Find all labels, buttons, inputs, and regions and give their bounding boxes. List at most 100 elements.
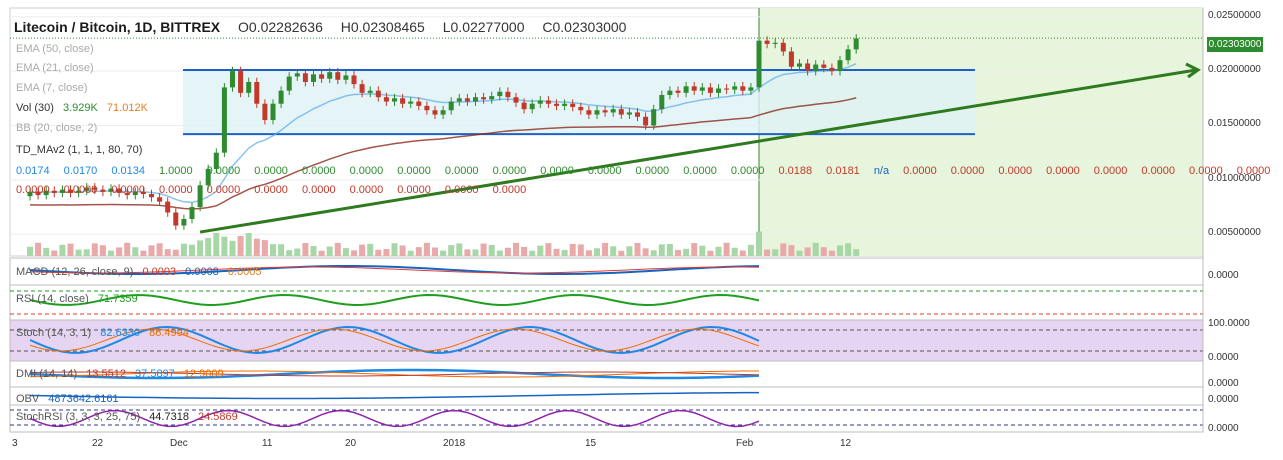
candle-body — [400, 98, 406, 104]
candle-body — [383, 97, 389, 102]
volume-bar — [367, 243, 374, 256]
candle-body — [132, 191, 138, 196]
macd-value-2: 0.0008 — [185, 266, 219, 278]
volume-bar — [577, 244, 584, 256]
candle-body — [367, 90, 373, 93]
rsi-line — [29, 294, 760, 306]
dmi-plus-line — [29, 368, 760, 380]
ema7-label[interactable]: EMA (7, close) — [16, 82, 88, 94]
candle-body — [76, 190, 82, 193]
symbol-title: Litecoin / Bitcoin, 1D, BITTREX — [14, 19, 221, 35]
volume-bar — [739, 250, 746, 256]
ema50-label[interactable]: EMA (50, close) — [16, 43, 94, 55]
volume-bar — [626, 246, 633, 256]
candle-body — [51, 190, 57, 193]
candle-body — [254, 81, 260, 104]
obv-pane — [9, 386, 1204, 406]
rsi-value: 71.7359 — [97, 293, 138, 305]
volume-bar — [480, 243, 487, 256]
candle-body — [578, 106, 584, 111]
candle-body — [618, 109, 624, 115]
vol-name: Vol (30) — [16, 102, 54, 114]
td-value: 0.0000 — [998, 165, 1033, 177]
volume-bar — [245, 233, 252, 256]
candle-body — [157, 197, 163, 202]
candle-body — [651, 109, 657, 126]
obv-label[interactable]: OBV 4873642.6161 — [16, 393, 125, 405]
volume-bar — [666, 243, 673, 256]
td-value: 0.0000 — [683, 165, 717, 177]
candle-body — [424, 105, 430, 111]
volume-bar — [650, 250, 657, 256]
candle-body — [302, 73, 308, 82]
rsi-label[interactable]: RSI (14, close) 71.7359 — [16, 293, 144, 305]
candle-body — [772, 42, 778, 44]
volume-bar — [391, 243, 398, 256]
time-axis-label: 11 — [262, 438, 273, 449]
volume-bar — [180, 243, 187, 256]
trendline-arrow — [1185, 62, 1201, 79]
volume-bar — [537, 245, 544, 256]
td-value: 0.0000 — [16, 184, 50, 196]
volume-bar — [286, 250, 293, 256]
candle-body — [327, 72, 333, 79]
bb-label[interactable]: BB (20, close, 2) — [16, 122, 98, 134]
td-value: 0.0181 — [826, 165, 860, 177]
candle-body — [545, 100, 551, 104]
stoch-pane — [9, 319, 1204, 362]
volume-bar — [326, 246, 333, 256]
volume-bar — [140, 250, 147, 256]
volume-bar — [294, 248, 301, 256]
volume-bar — [229, 240, 236, 256]
candle-body — [262, 103, 268, 121]
td-label[interactable]: TD_MAv2 (1, 1, 1, 80, 70) — [16, 144, 143, 156]
candle-body — [456, 98, 462, 102]
candle-body — [149, 194, 154, 198]
candle-body — [246, 81, 252, 93]
stoch-label[interactable]: Stoch (14, 3, 1) 82.6330 86.4994 — [16, 327, 195, 339]
td-value: 0.0000 — [635, 165, 670, 177]
vol-label[interactable]: Vol (30) 3.929K 71.012K — [16, 102, 154, 114]
ema-line — [29, 63, 857, 204]
stochrsi-line — [29, 409, 760, 428]
volume-bar — [691, 243, 698, 256]
candle-body — [481, 97, 487, 100]
candle-body — [464, 98, 470, 102]
td-value: 0.0000 — [1046, 165, 1080, 177]
candle-body — [716, 88, 721, 93]
candle-body — [140, 191, 146, 194]
volume-bar — [59, 244, 66, 256]
volume-bar — [488, 244, 495, 256]
candle-body — [286, 76, 292, 91]
stoch-axis-label: 100.0000 — [1208, 318, 1250, 329]
macd-label[interactable]: MACD (12, 26, close, 9) 0.0003 0.0008 0.… — [16, 266, 268, 278]
volume-bar — [27, 246, 33, 256]
volume-bar — [561, 249, 568, 256]
candle-body — [27, 191, 33, 197]
volume-bar — [399, 245, 406, 256]
macd-axis-label: 0.0000 — [1208, 270, 1239, 281]
candle-body — [821, 64, 827, 68]
volume-bar — [675, 249, 681, 256]
volume-bar — [342, 248, 349, 256]
volume-bar — [99, 245, 106, 256]
td-value: 0.0000 — [206, 165, 241, 177]
volume-bar — [35, 242, 42, 256]
volume-bar — [164, 249, 171, 256]
volume-bar — [116, 247, 123, 256]
volume-bar — [75, 249, 82, 256]
volume-bar — [359, 244, 366, 256]
candle-body — [562, 103, 568, 106]
volume-bar — [658, 244, 665, 256]
volume-bar — [504, 247, 511, 256]
stochrsi-name: StochRSI (3, 3, 3, 25, 75) — [16, 411, 141, 423]
candle-body — [829, 67, 835, 72]
stochrsi-label[interactable]: StochRSI (3, 3, 3, 25, 75) 44.7318 24.58… — [16, 411, 244, 423]
td-value: 0.0000 — [950, 165, 985, 177]
ema21-label[interactable]: EMA (21, close) — [16, 62, 94, 74]
dmi-label[interactable]: DMI (14, 14) 13.5512 37.5897 12.9009 — [16, 368, 230, 380]
time-axis-label: 3 — [12, 438, 18, 449]
time-axis-label: 2018 — [443, 438, 466, 449]
ohlc-open: O0.02282636 — [238, 19, 323, 35]
